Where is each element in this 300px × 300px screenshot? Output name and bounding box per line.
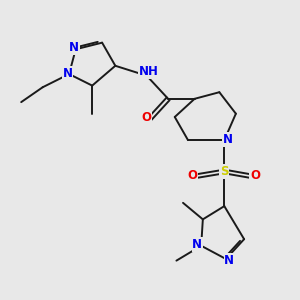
Text: O: O	[250, 169, 260, 182]
Text: O: O	[142, 112, 152, 124]
Text: N: N	[69, 41, 79, 54]
Text: N: N	[62, 67, 72, 80]
Text: N: N	[223, 133, 232, 146]
Text: N: N	[224, 254, 234, 267]
Text: NH: NH	[138, 65, 158, 78]
Text: S: S	[220, 165, 229, 178]
Text: O: O	[187, 169, 197, 182]
Text: N: N	[192, 238, 202, 251]
